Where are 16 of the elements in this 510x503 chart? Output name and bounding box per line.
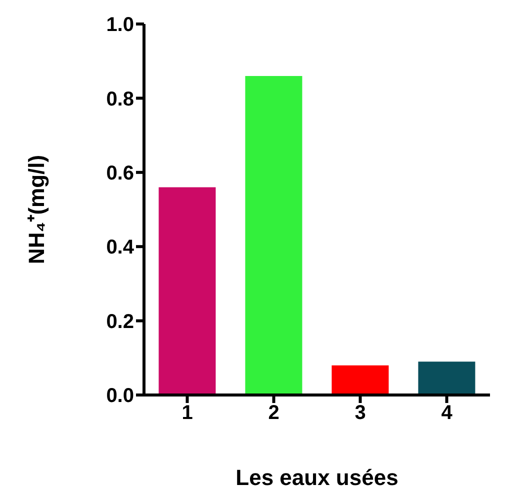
y-axis-title: NH₄⁺(mg/l): [24, 154, 49, 264]
bar: [245, 76, 302, 395]
y-tick-label: 0.6: [106, 162, 134, 184]
x-axis-title: Les eaux usées: [236, 465, 398, 490]
y-tick-label: 0.8: [106, 88, 134, 110]
x-tick-label: 1: [182, 402, 193, 424]
bar: [158, 187, 216, 395]
bar: [418, 362, 476, 395]
bar: [332, 365, 389, 395]
y-tick-label: 1.0: [106, 14, 134, 36]
y-tick-label: 0.2: [106, 310, 134, 333]
x-tick-label: 2: [268, 402, 280, 424]
x-tick-label: 3: [354, 402, 366, 424]
x-tick-label: 4: [441, 402, 454, 424]
y-tick-label: 0.4: [106, 236, 135, 259]
y-tick-label: 0.0: [106, 385, 134, 408]
